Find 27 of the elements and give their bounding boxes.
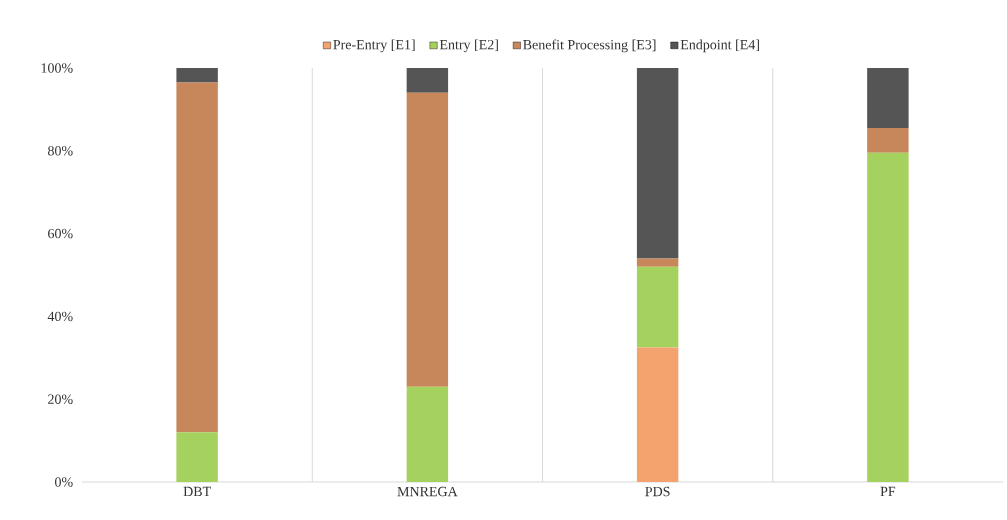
x-tick-label: PF bbox=[880, 486, 896, 497]
bar bbox=[176, 82, 218, 433]
bar bbox=[406, 386, 449, 482]
y-tick-label: 100% bbox=[41, 63, 73, 73]
x-tick-label: MNREGA bbox=[397, 486, 458, 497]
bar bbox=[406, 68, 449, 93]
bar bbox=[176, 432, 218, 482]
y-tick-label: 20% bbox=[48, 394, 73, 404]
bar bbox=[636, 258, 679, 267]
bar bbox=[636, 347, 679, 482]
x-tick-label: DBT bbox=[183, 486, 211, 497]
y-tick-label: 40% bbox=[47, 311, 73, 322]
legend-label: Pre-Entry [E1] bbox=[333, 39, 415, 53]
y-tick-label: 0% bbox=[55, 477, 73, 487]
bar bbox=[176, 68, 218, 83]
bar bbox=[867, 128, 909, 153]
x-tick-label: PDS bbox=[645, 486, 670, 497]
y-tick-label: 80% bbox=[48, 146, 73, 156]
bar bbox=[867, 68, 909, 129]
bar bbox=[406, 92, 449, 387]
legend-label: Benefit Processing [E3] bbox=[523, 39, 656, 53]
y-tick-label: 60% bbox=[48, 228, 73, 239]
bar bbox=[636, 68, 679, 259]
legend-label: Entry [E2] bbox=[439, 39, 498, 53]
bar bbox=[867, 152, 909, 482]
legend-label: Endpoint [E4] bbox=[680, 39, 759, 53]
bar bbox=[636, 266, 679, 348]
